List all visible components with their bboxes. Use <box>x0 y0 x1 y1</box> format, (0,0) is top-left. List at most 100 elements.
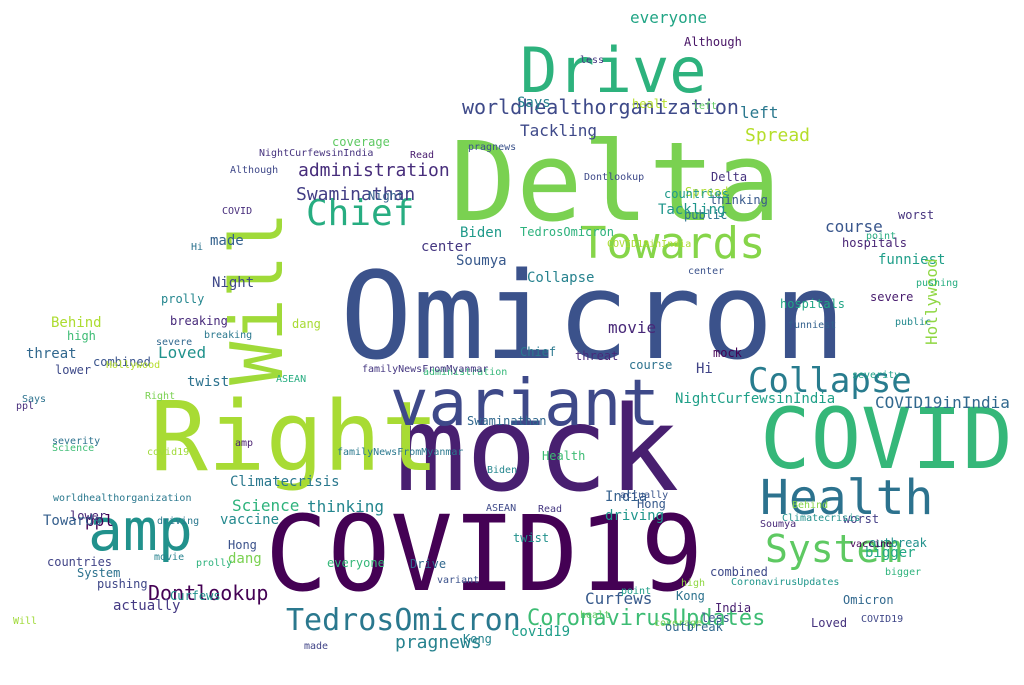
word-hong: Hong <box>228 538 257 552</box>
word-hospitals: hospitals <box>780 297 845 311</box>
word-towards: Towards <box>580 218 765 269</box>
word-less: less <box>701 611 730 625</box>
word-made: made <box>210 233 244 249</box>
word-curfews: Curfews <box>585 589 652 608</box>
word-chief: Chief <box>520 345 556 359</box>
word-biden: Biden <box>487 465 517 476</box>
word-severity: severity <box>52 436 100 447</box>
word-driving: driving <box>605 508 664 524</box>
word-made: made <box>304 641 328 652</box>
word-threat: threat <box>575 349 618 363</box>
word-less: less <box>580 55 604 66</box>
word-tackling: Tackling <box>520 121 597 140</box>
word-prolly: prolly <box>161 292 204 306</box>
word-will: Will <box>13 616 37 627</box>
word-swaminathan: Swaminathan <box>296 184 415 205</box>
word-right: Right <box>150 381 439 493</box>
word-breaking: breaking <box>170 314 228 328</box>
word-hi: Hi <box>696 361 713 377</box>
word-loved: Loved <box>158 343 206 362</box>
word-prolly: prolly <box>196 558 232 569</box>
word-although: Although <box>230 165 278 176</box>
word-health: Health <box>760 470 933 526</box>
word-movie: movie <box>154 552 184 563</box>
word-ppl: ppl <box>16 401 34 412</box>
word-high: high <box>681 578 705 589</box>
word-coronavirusupdates: CoronavirusUpdates <box>527 606 765 631</box>
word-twist: twist <box>513 531 549 545</box>
word-outbreak: outbreak <box>869 536 928 550</box>
word-spread: Spread <box>745 125 810 146</box>
word-variant: variant <box>390 367 660 441</box>
word-night: Night <box>368 189 404 203</box>
word-left: left <box>693 101 717 112</box>
word-actually: actually <box>620 490 668 501</box>
word-public: public <box>684 208 727 222</box>
word-countries: countries <box>664 187 729 201</box>
word-healt: healt <box>632 97 668 111</box>
word-delta: Delta <box>711 170 747 184</box>
word-lower: lower <box>55 363 91 377</box>
word-covid19: covid19 <box>511 624 570 640</box>
word-soumya: Soumya <box>760 519 796 530</box>
word-hong: Hong <box>637 497 666 511</box>
word-read: Read <box>410 150 434 161</box>
word-collapse: Collapse <box>527 270 594 286</box>
word-tedrosomicron: TedrosOmicron <box>520 225 614 239</box>
word-mock: mock <box>395 380 679 518</box>
word-covid19: COVID19 <box>861 614 903 625</box>
word-point: point <box>866 231 896 242</box>
word-pragnews: pragnews <box>395 632 482 653</box>
word-health: Health <box>542 449 585 463</box>
word-spread: Spread <box>685 185 728 199</box>
word-says: Says <box>22 394 46 405</box>
word-high: high <box>67 329 96 343</box>
word-course: course <box>825 217 883 236</box>
word-vaccine: vaccine <box>850 539 892 550</box>
word-covid19inindia: COVID19inIndia <box>607 239 691 250</box>
word-drive: Drive <box>520 34 707 107</box>
word-mock: mock <box>713 346 743 360</box>
word-biden: Biden <box>460 225 502 241</box>
word-center: center <box>688 266 724 277</box>
word-dang: dang <box>228 551 262 567</box>
word-outbreak: outbreak <box>665 620 724 634</box>
word-hi: Hi <box>191 242 203 253</box>
word-covid19: covid19 <box>147 447 189 458</box>
word-bigger: bigger <box>885 567 921 578</box>
word-amp: amp <box>88 496 193 564</box>
word-worst: worst <box>898 208 934 222</box>
word-will: Will <box>215 212 299 385</box>
word-public: public <box>895 317 931 328</box>
word-lower: lower <box>70 509 106 523</box>
word-everyone: everyone <box>630 8 707 27</box>
word-nightcurfewsinindia: NightCurfewsinIndia <box>259 148 373 159</box>
word-towards: Towards <box>43 513 102 529</box>
word-actually: actually <box>113 598 180 614</box>
word-administration: administration <box>298 160 450 181</box>
word-kong: Kong <box>676 589 705 603</box>
word-dang: dang <box>292 317 321 331</box>
word-point: point <box>621 586 651 597</box>
word-behind: Behind <box>792 500 828 511</box>
word-vaccine: vaccine <box>220 512 279 528</box>
word-omicron: Omicron <box>843 593 894 607</box>
word-asean: ASEAN <box>276 374 306 385</box>
word-combined: combined <box>710 565 768 579</box>
word-movie: movie <box>608 318 656 337</box>
word-center: center <box>421 239 472 255</box>
word-administration: administration <box>423 367 507 378</box>
word-severity: severity <box>852 370 900 381</box>
word-kong: Kong <box>463 632 492 646</box>
word-behind: Behind <box>51 315 102 331</box>
word-healt: healt <box>580 610 610 621</box>
word-system: System <box>77 566 120 580</box>
word-coverage: coverage <box>654 618 702 629</box>
word-variant: variant <box>437 575 479 586</box>
word-right: Right <box>145 391 175 402</box>
word-curfews: Curfews <box>170 589 221 603</box>
word-india: India <box>605 489 647 505</box>
word-drive: Drive <box>410 557 446 571</box>
